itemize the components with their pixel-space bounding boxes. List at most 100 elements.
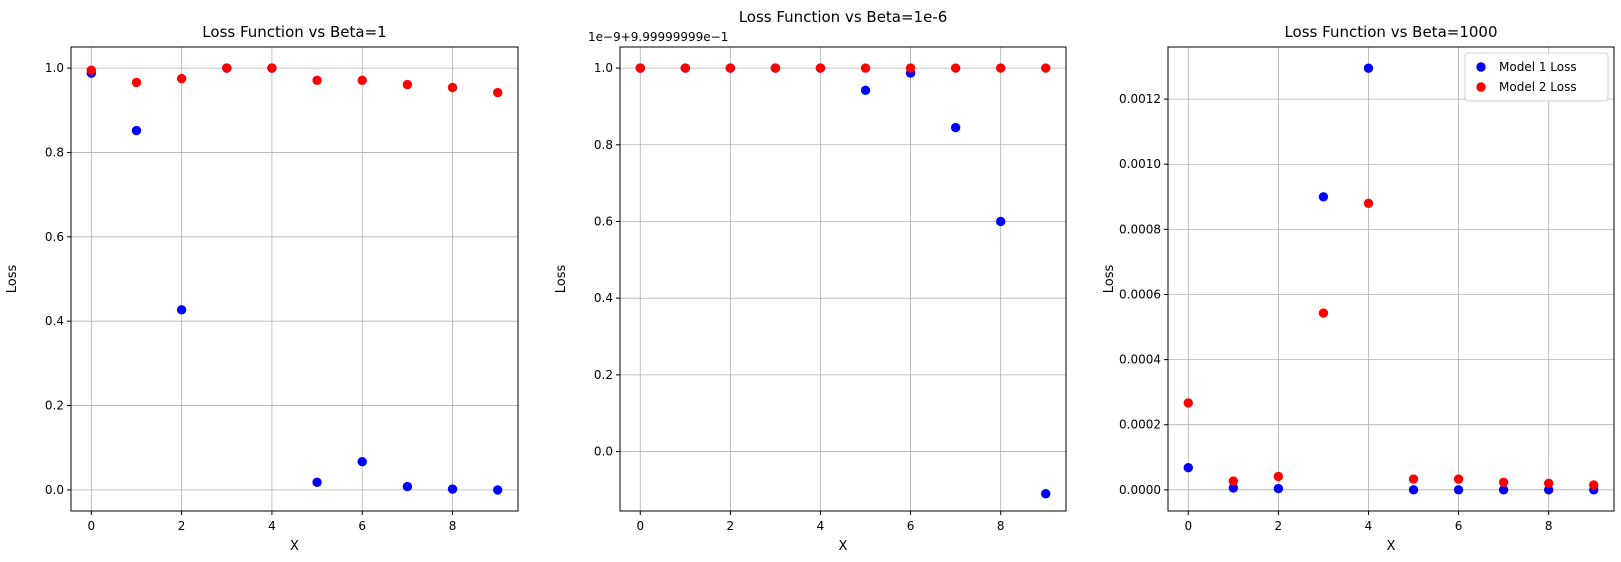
y-tick-label: 0.0 [45, 483, 64, 497]
data-point-series-2 [312, 75, 322, 86]
chart-panel-3: 0 2 4 6 8 0.0000 0.0002 0.0004 0.0006 0.0008 0.001… [1102, 23, 1615, 554]
data-point-series-1 [1041, 489, 1051, 499]
y-tick-label: 1.0 [594, 61, 613, 75]
plot-area-frame [1167, 46, 1615, 512]
y-tick-label: 1.0 [45, 61, 64, 75]
plot-area-frame [619, 46, 1067, 512]
y-tick-label: 0.2 [45, 399, 64, 413]
data-point-series-2 [680, 63, 691, 73]
x-tick-label: 8 [997, 519, 1005, 533]
data-point-series-2 [995, 63, 1006, 73]
y-tick-label: 0.0008 [1119, 222, 1161, 236]
data-point-series-2 [357, 75, 367, 86]
y-tick-label: 0.0006 [1119, 287, 1161, 301]
data-point-series-2 [1318, 308, 1329, 318]
x-tick-label: 0 [636, 519, 644, 533]
chart-panel-1: 0 2 4 6 8 0.0 0.2 0.4 0.6 0.8 1.0 Loss Function vs … [5, 23, 519, 554]
y-axis-label: Loss [1102, 265, 1117, 294]
y-tick-label: 0.0002 [1119, 418, 1161, 432]
data-point-series-1 [402, 481, 413, 492]
y-tick-label: 0.6 [45, 230, 64, 244]
legend-entry-label: Model 2 Loss [1499, 80, 1577, 94]
chart-title: Loss Function vs Beta=1000 [1284, 23, 1497, 41]
data-point-series-2 [86, 65, 97, 75]
x-tick-label: 6 [1455, 519, 1463, 533]
chart-panel-2: 0 2 4 6 8 0.0 0.2 0.4 0.6 0.8 1.0 Loss Function vs … [554, 8, 1067, 554]
data-point-series-1 [1498, 485, 1509, 495]
data-point-series-2 [131, 77, 142, 88]
data-point-series-1 [131, 125, 142, 136]
y-tick-label: 0.4 [45, 314, 64, 328]
data-point-series-1 [1543, 485, 1554, 495]
y-tick-label: 0.8 [594, 138, 613, 152]
data-point-series-1 [1318, 192, 1329, 202]
x-tick-label: 4 [268, 519, 276, 533]
x-tick-label: 2 [178, 519, 186, 533]
data-point-series-2 [950, 63, 961, 73]
data-point-series-1 [312, 477, 322, 488]
data-point-series-2 [447, 82, 458, 93]
data-point-series-2 [176, 73, 187, 84]
data-point-series-1 [357, 456, 367, 467]
data-point-series-2 [1228, 476, 1239, 486]
data-point-series-1 [1363, 63, 1374, 73]
data-point-series-2 [1408, 474, 1419, 484]
data-point-series-2 [860, 63, 871, 73]
data-point-series-1 [1183, 462, 1193, 473]
x-tick-label: 2 [1275, 519, 1283, 533]
x-axis-label: X [1387, 539, 1396, 554]
data-point-series-2 [1041, 63, 1051, 73]
data-point-series-1 [1228, 483, 1239, 493]
chart-title: Loss Function vs Beta=1e-6 [739, 8, 948, 26]
legend-marker [1476, 62, 1486, 72]
x-tick-label: 4 [1365, 519, 1373, 533]
data-point-series-2 [1363, 198, 1374, 208]
x-tick-label: 8 [1545, 519, 1553, 533]
x-axis-label: X [839, 539, 848, 554]
data-point-series-1 [447, 484, 458, 494]
data-point-series-2 [905, 63, 916, 73]
chart-title: Loss Function vs Beta=1 [202, 23, 386, 41]
x-tick-label: 0 [87, 519, 95, 533]
data-point-series-2 [1183, 398, 1193, 408]
y-tick-label: 0.2 [594, 368, 613, 382]
data-point-series-2 [1453, 474, 1464, 484]
legend-marker [1476, 82, 1486, 92]
y-tick-label: 0.0000 [1119, 483, 1161, 497]
y-axis-offset-text: 1e−9+9.99999999e−1 [588, 30, 728, 44]
data-point-series-1 [1273, 483, 1284, 494]
data-point-series-2 [222, 63, 232, 73]
x-tick-label: 4 [817, 519, 825, 533]
legend: Model 1 Loss Model 2 Loss [1464, 52, 1609, 102]
data-point-series-2 [815, 63, 826, 73]
legend-box [1464, 52, 1609, 102]
data-point-series-2 [267, 63, 277, 73]
data-point-series-1 [492, 485, 503, 495]
legend-entry-label: Model 1 Loss [1499, 60, 1577, 74]
data-point-series-2 [1589, 480, 1599, 490]
data-point-series-2 [402, 79, 413, 90]
data-point-series-2 [635, 63, 645, 73]
data-point-series-2 [770, 63, 781, 73]
x-tick-label: 2 [727, 519, 735, 533]
y-tick-label: 0.8 [45, 145, 64, 159]
x-tick-label: 8 [449, 519, 457, 533]
data-point-series-1 [950, 122, 961, 133]
x-tick-label: 0 [1184, 519, 1192, 533]
data-point-series-1 [1453, 485, 1464, 495]
data-point-series-1 [1408, 485, 1419, 495]
y-tick-label: 0.0010 [1119, 157, 1161, 171]
x-tick-label: 6 [358, 519, 366, 533]
y-tick-label: 0.4 [594, 291, 613, 305]
y-tick-label: 0.0004 [1119, 353, 1161, 367]
data-point-series-1 [176, 305, 187, 315]
y-tick-label: 0.0 [594, 445, 613, 459]
data-point-series-2 [492, 87, 503, 98]
data-point-series-1 [995, 216, 1006, 227]
data-point-series-1 [860, 85, 871, 96]
y-tick-label: 0.6 [594, 214, 613, 228]
y-axis-label: Loss [5, 265, 20, 294]
x-tick-label: 6 [907, 519, 915, 533]
y-tick-label: 0.0012 [1119, 92, 1161, 106]
